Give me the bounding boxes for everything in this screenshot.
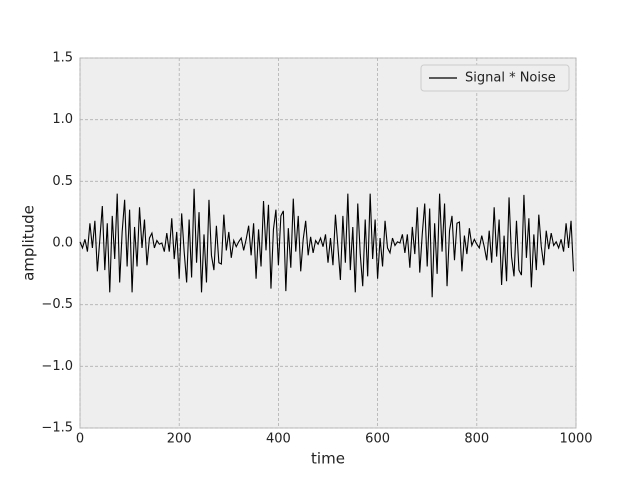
series-line <box>79 188 575 298</box>
y-tick-label: 0.5 <box>52 174 73 189</box>
x-tick-label: 400 <box>266 432 291 447</box>
y-tick-label: −1.0 <box>41 359 73 374</box>
y-tick-label: −1.5 <box>41 421 73 436</box>
y-tick-label: −0.5 <box>41 297 73 312</box>
x-tick-label: 800 <box>464 432 489 447</box>
x-tick-label: 1000 <box>559 432 592 447</box>
x-axis-label: time <box>311 450 345 468</box>
x-tick-label: 0 <box>76 432 84 447</box>
y-axis-label: amplitude <box>20 205 38 281</box>
legend-label: Signal * Noise <box>465 71 556 86</box>
legend-box <box>420 64 570 92</box>
y-tick-label: 1.5 <box>52 51 73 66</box>
y-tick-label: 1.0 <box>52 112 73 127</box>
x-tick-label: 200 <box>167 432 192 447</box>
grid <box>79 57 577 429</box>
x-tick-label: 600 <box>365 432 390 447</box>
y-tick-label: 0.0 <box>52 236 73 251</box>
